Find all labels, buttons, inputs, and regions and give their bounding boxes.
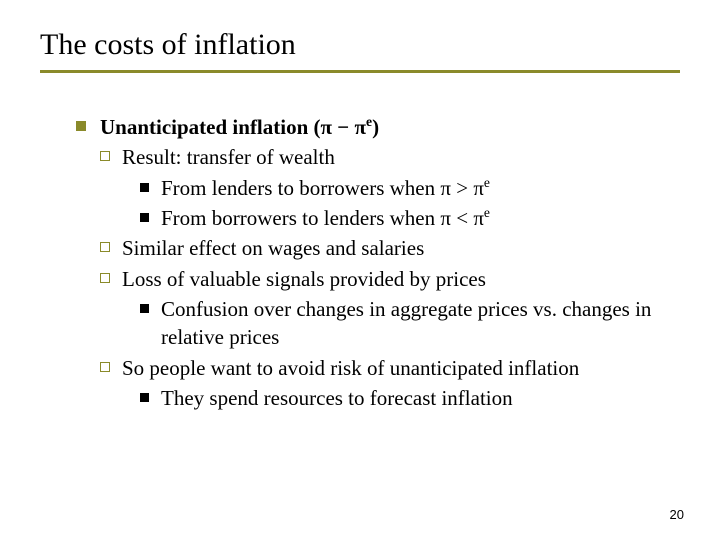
black-square-bullet-icon [140,304,149,313]
open-square-bullet-icon [100,362,110,372]
pi-symbol: π [321,115,333,139]
l3-text: From borrowers to lenders when π < πe [161,204,490,232]
gt: > [451,176,473,200]
square-bullet-icon [76,121,86,131]
title-underline [40,70,680,73]
bullet-level3: Confusion over changes in aggregate pric… [140,295,680,352]
superscript-e: e [484,175,490,190]
bullet-level3: From lenders to borrowers when π > πe [140,174,680,202]
bullet-level3: From borrowers to lenders when π < πe [140,204,680,232]
l2-text: Result: transfer of wealth [122,143,335,171]
pi-symbol: π [473,176,484,200]
bullet-level2: So people want to avoid risk of unantici… [100,354,680,382]
l3-text: Confusion over changes in aggregate pric… [161,295,680,352]
bullet-level2: Result: transfer of wealth [100,143,680,171]
l2-text: So people want to avoid risk of unantici… [122,354,579,382]
black-square-bullet-icon [140,213,149,222]
open-square-bullet-icon [100,151,110,161]
pi-symbol: π [355,115,367,139]
bullet-level2: Similar effect on wages and salaries [100,234,680,262]
l1-text: Unanticipated inflation (π − πe) [100,113,379,141]
l2-text: Loss of valuable signals provided by pri… [122,265,486,293]
page-number: 20 [670,507,684,522]
content-area: Unanticipated inflation (π − πe) Result:… [40,113,680,412]
minus: − [332,115,354,139]
l3a-before: From lenders to borrowers when [161,176,440,200]
open-square-bullet-icon [100,273,110,283]
pi-symbol: π [440,206,451,230]
open-square-bullet-icon [100,242,110,252]
bullet-level2: Loss of valuable signals provided by pri… [100,265,680,293]
bullet-level3: They spend resources to forecast inflati… [140,384,680,412]
pi-symbol: π [440,176,451,200]
l1-after: ) [372,115,379,139]
l3b-before: From borrowers to lenders when [161,206,440,230]
slide: The costs of inflation Unanticipated inf… [0,0,720,540]
l2-text: Similar effect on wages and salaries [122,234,424,262]
lt: < [451,206,473,230]
slide-title: The costs of inflation [40,28,680,62]
bullet-level1: Unanticipated inflation (π − πe) [76,113,680,141]
l1-before: Unanticipated inflation ( [100,115,321,139]
l3-text: They spend resources to forecast inflati… [161,384,513,412]
superscript-e: e [484,205,490,220]
black-square-bullet-icon [140,183,149,192]
pi-symbol: π [473,206,484,230]
black-square-bullet-icon [140,393,149,402]
l3-text: From lenders to borrowers when π > πe [161,174,490,202]
